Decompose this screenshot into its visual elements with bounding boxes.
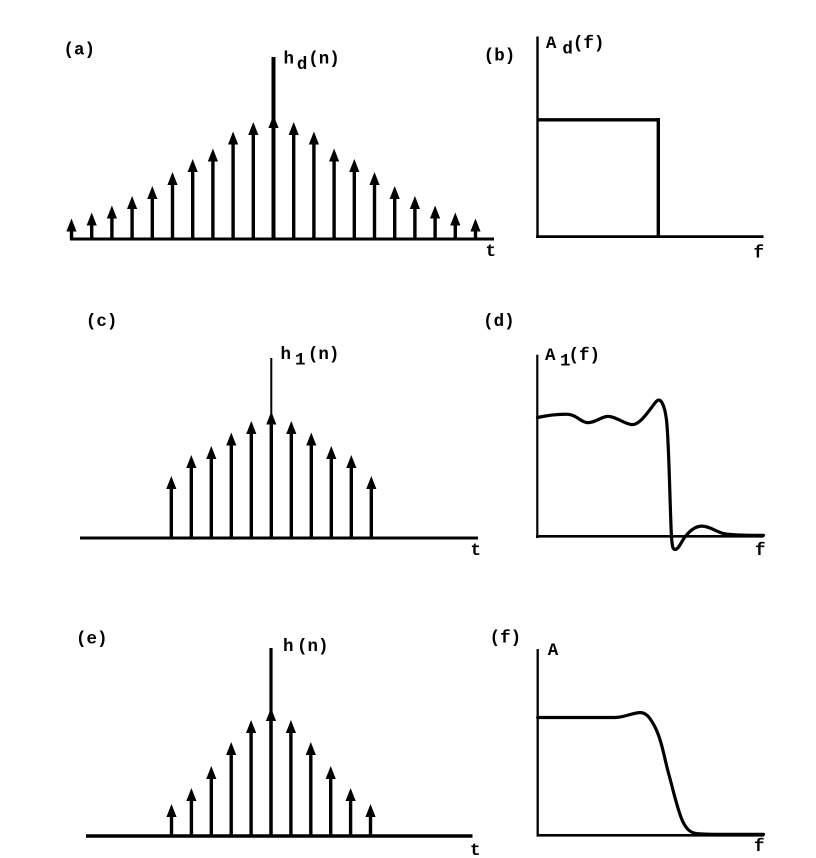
svg-text:h(n): h (n) xyxy=(283,637,329,657)
svg-text:h1(n): h 1 (n) xyxy=(281,345,340,371)
svg-text:A1(f): A 1(f) xyxy=(545,346,600,372)
svg-text:hd(n): h d(n) xyxy=(284,49,340,75)
svg-text:Ad(f): Ad(f) xyxy=(546,34,605,60)
svg-text:(d): (d) xyxy=(483,312,515,332)
svg-text:t: t xyxy=(470,841,481,858)
svg-text:f: f xyxy=(754,837,765,857)
svg-text:A: A xyxy=(548,641,559,661)
svg-text:f: f xyxy=(755,541,766,561)
svg-text:(b): (b) xyxy=(484,47,516,67)
svg-text:t: t xyxy=(471,541,482,561)
svg-text:(a): (a) xyxy=(64,41,96,61)
svg-text:(c): (c) xyxy=(86,312,118,332)
svg-text:t: t xyxy=(486,242,497,262)
svg-text:(f): (f) xyxy=(490,629,522,649)
svg-text:f: f xyxy=(754,243,765,263)
svg-text:(e): (e) xyxy=(76,630,108,650)
